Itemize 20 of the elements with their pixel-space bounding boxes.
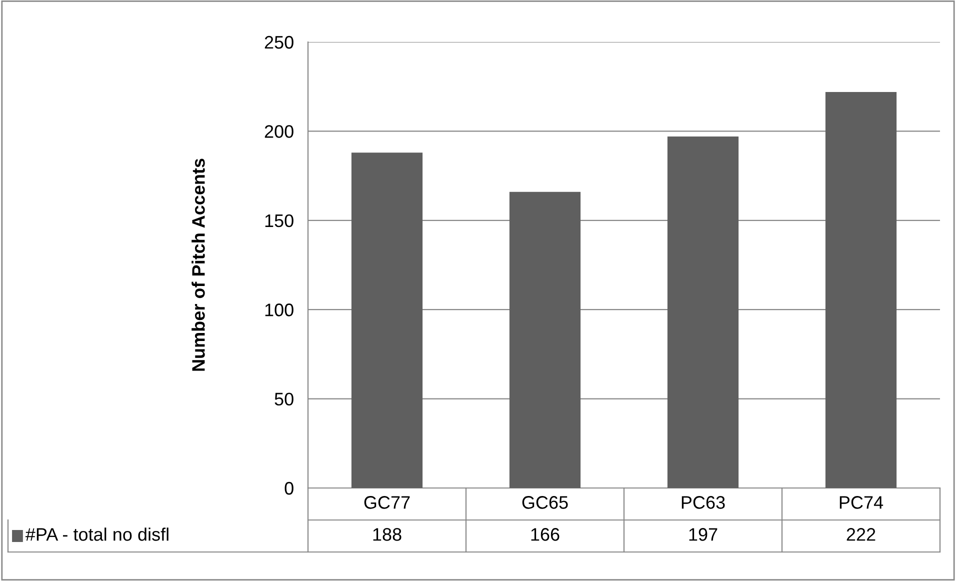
y-tick-label: 150 — [265, 214, 294, 228]
y-tick-label: 50 — [274, 392, 294, 406]
data-label: 222 — [846, 528, 876, 541]
x-tick-label: GC77 — [364, 496, 410, 509]
data-label: 166 — [531, 528, 560, 541]
legend-label: #PA - total no disfl — [25, 528, 168, 541]
x-tick-label: PC74 — [840, 496, 884, 509]
bar — [351, 152, 423, 488]
y-tick-label: 100 — [265, 304, 294, 316]
y-axis-title: Number of Pitch Accents — [192, 158, 205, 371]
x-tick-label: GC65 — [522, 496, 568, 509]
y-tick-label: 250 — [264, 36, 294, 49]
bar — [509, 192, 581, 488]
bar — [667, 136, 739, 488]
x-tick-label: PC63 — [682, 496, 725, 509]
data-label: 188 — [373, 528, 402, 541]
y-tick-label: 0 — [284, 482, 294, 495]
data-label: 197 — [689, 528, 718, 541]
bar — [825, 92, 897, 488]
y-tick-label: 200 — [264, 125, 294, 138]
